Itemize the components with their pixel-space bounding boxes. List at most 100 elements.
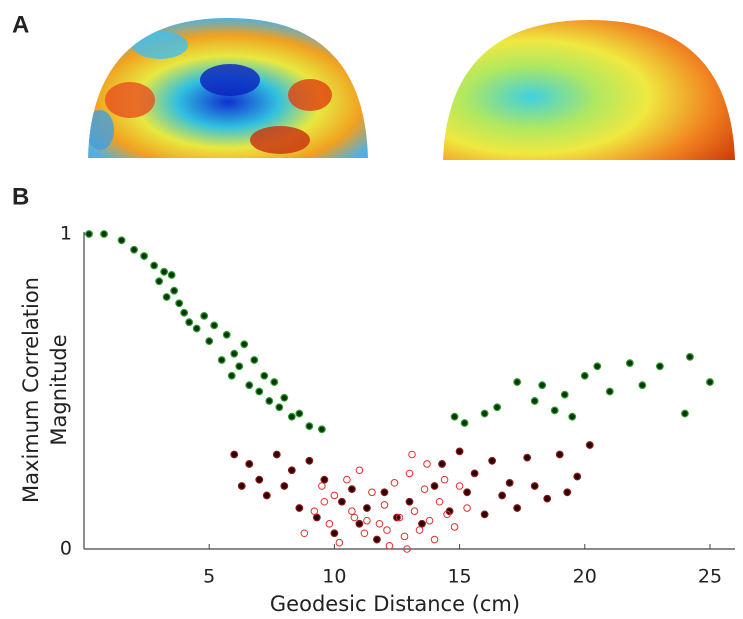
point bbox=[275, 403, 284, 412]
point bbox=[170, 286, 179, 295]
point bbox=[280, 393, 289, 402]
point bbox=[363, 516, 371, 525]
point bbox=[185, 318, 194, 327]
point bbox=[237, 482, 246, 490]
point bbox=[343, 475, 351, 484]
point bbox=[305, 456, 314, 465]
point bbox=[573, 472, 582, 481]
y-tick-label: 0 bbox=[60, 538, 72, 560]
point bbox=[360, 529, 369, 538]
point bbox=[488, 456, 497, 465]
point bbox=[262, 491, 271, 500]
point bbox=[655, 362, 664, 371]
point bbox=[335, 538, 344, 547]
point bbox=[408, 450, 416, 459]
point bbox=[686, 352, 694, 361]
point bbox=[513, 504, 522, 512]
y-axis-label: Magnitude bbox=[47, 334, 71, 445]
point bbox=[435, 497, 444, 506]
point bbox=[175, 299, 184, 308]
point bbox=[605, 387, 614, 396]
x-tick-label: 15 bbox=[447, 566, 471, 588]
point bbox=[355, 519, 364, 528]
y-tick-label: 1 bbox=[60, 223, 72, 245]
x-axis-label: Geodesic Distance (cm) bbox=[270, 592, 520, 616]
point bbox=[440, 475, 449, 484]
point bbox=[555, 450, 564, 459]
point bbox=[245, 460, 254, 468]
point bbox=[217, 356, 226, 364]
point bbox=[430, 482, 439, 490]
point bbox=[550, 406, 559, 415]
point bbox=[200, 312, 209, 320]
point bbox=[287, 412, 296, 421]
point bbox=[455, 447, 464, 456]
point bbox=[117, 236, 126, 245]
point bbox=[320, 475, 329, 484]
point bbox=[320, 497, 329, 506]
point bbox=[318, 482, 326, 490]
point bbox=[560, 390, 569, 399]
point bbox=[383, 526, 391, 534]
x-tick-label: 25 bbox=[698, 566, 722, 588]
point bbox=[280, 482, 289, 490]
point bbox=[140, 252, 148, 260]
panel-label: B bbox=[12, 183, 29, 210]
dome-right bbox=[443, 20, 735, 160]
point bbox=[227, 371, 236, 380]
point bbox=[443, 510, 451, 519]
point bbox=[395, 513, 404, 522]
point bbox=[350, 513, 359, 522]
point bbox=[385, 542, 394, 550]
point bbox=[493, 403, 502, 412]
point bbox=[706, 378, 714, 386]
point bbox=[585, 441, 594, 449]
point bbox=[393, 513, 401, 522]
x-tick-label: 20 bbox=[573, 566, 597, 588]
point bbox=[235, 362, 244, 371]
point bbox=[390, 479, 399, 487]
point bbox=[312, 513, 321, 522]
point bbox=[255, 387, 264, 396]
point bbox=[295, 409, 304, 418]
point bbox=[230, 450, 239, 459]
point bbox=[638, 381, 647, 390]
point bbox=[423, 460, 431, 468]
point bbox=[325, 520, 334, 528]
x-tick-label: 10 bbox=[322, 566, 346, 588]
panel-label: A bbox=[12, 11, 29, 38]
point bbox=[523, 453, 532, 462]
point bbox=[380, 488, 389, 497]
point bbox=[317, 425, 326, 434]
point bbox=[155, 277, 164, 286]
x-tick-label: 5 bbox=[203, 566, 215, 588]
point bbox=[463, 504, 471, 512]
point bbox=[530, 397, 539, 405]
point bbox=[270, 378, 279, 386]
point bbox=[430, 535, 439, 544]
point bbox=[192, 324, 201, 333]
point bbox=[355, 466, 364, 475]
point bbox=[210, 321, 219, 330]
point bbox=[348, 485, 356, 494]
point bbox=[287, 466, 296, 475]
point bbox=[300, 529, 309, 538]
point bbox=[470, 469, 479, 478]
point bbox=[460, 419, 469, 427]
point bbox=[250, 356, 259, 364]
point bbox=[538, 381, 547, 390]
point bbox=[305, 422, 314, 431]
point bbox=[568, 412, 577, 421]
point bbox=[363, 504, 371, 512]
point bbox=[480, 409, 489, 418]
point bbox=[130, 245, 138, 254]
point bbox=[295, 504, 304, 512]
point bbox=[380, 501, 389, 509]
point bbox=[160, 267, 169, 276]
point bbox=[463, 488, 471, 497]
point bbox=[625, 359, 634, 368]
point bbox=[330, 529, 339, 538]
point bbox=[593, 362, 602, 371]
point bbox=[150, 261, 159, 270]
point bbox=[272, 450, 281, 459]
